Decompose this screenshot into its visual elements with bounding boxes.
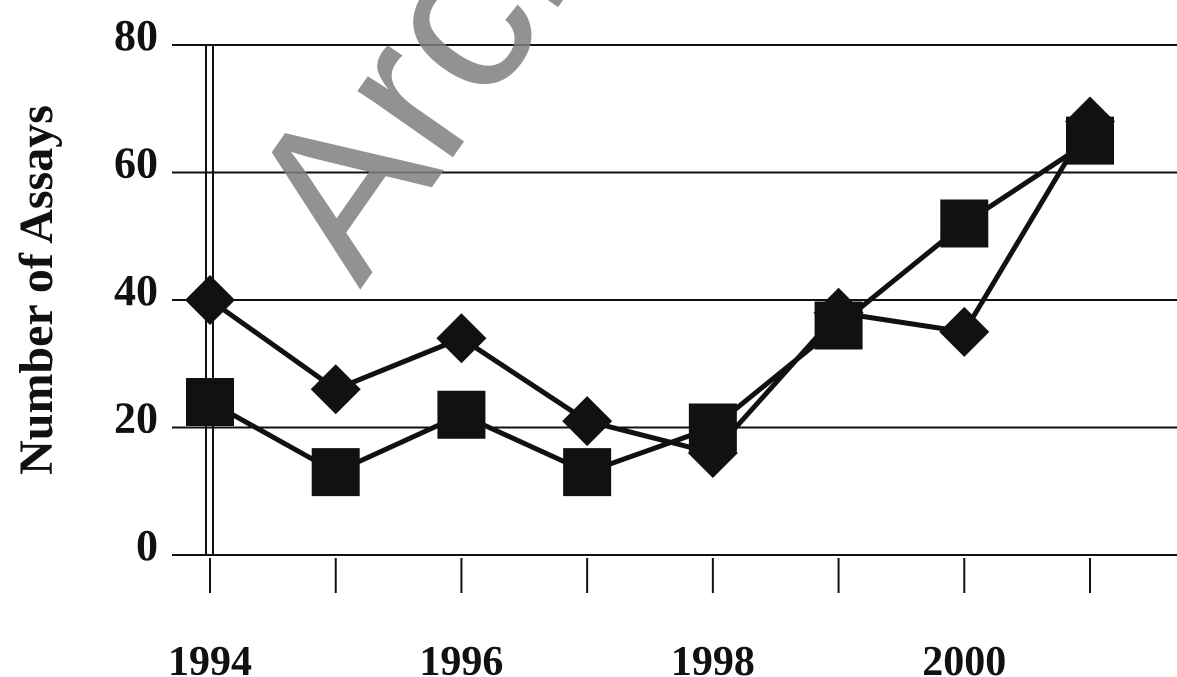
tick-labels: 0 20 40 60 80 1994 1996 1998 2000 — [114, 11, 1006, 677]
data-point-square-1995 — [311, 448, 360, 497]
data-point-square-1999 — [814, 301, 863, 350]
data-point-diamond-1994 — [185, 275, 235, 325]
x-tick-label-2000: 2000 — [922, 639, 1006, 677]
y-tick-label-0: 0 — [136, 521, 158, 570]
data-point-square-1994 — [186, 378, 234, 426]
data-point-square-1996 — [437, 390, 486, 439]
data-point-square-1997 — [563, 448, 612, 497]
y-tick-label-60: 60 — [114, 139, 158, 188]
data-point-square-2000 — [940, 199, 989, 248]
data-point-diamond-1995 — [310, 364, 361, 415]
data-point-diamond-1996 — [436, 313, 487, 364]
x-tick-label-1996: 1996 — [419, 639, 503, 677]
y-tick-label-80: 80 — [114, 11, 158, 60]
y-tick-label-20: 20 — [114, 394, 158, 443]
y-tick-label-40: 40 — [114, 266, 158, 315]
data-point-diamond-1997 — [562, 396, 613, 447]
data-point-square-1998 — [688, 403, 737, 452]
series — [185, 96, 1115, 497]
data-point-square-2001 — [1066, 116, 1114, 165]
y-axis-label: Number of Assays — [10, 105, 63, 475]
watermark-text: Arch — [197, 0, 658, 317]
x-tick-label-1994: 1994 — [168, 639, 252, 677]
gridlines — [172, 44, 1177, 556]
data-point-diamond-2000 — [939, 306, 990, 357]
x-tick-label-1998: 1998 — [671, 639, 755, 677]
